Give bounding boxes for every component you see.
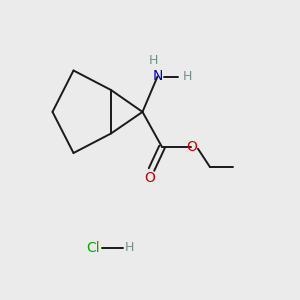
Text: O: O [145, 171, 155, 185]
Text: O: O [186, 140, 197, 154]
Text: N: N [152, 70, 163, 83]
Text: Cl: Cl [86, 241, 100, 254]
Text: H: H [148, 53, 158, 67]
Text: H: H [183, 70, 192, 83]
Text: H: H [125, 241, 134, 254]
